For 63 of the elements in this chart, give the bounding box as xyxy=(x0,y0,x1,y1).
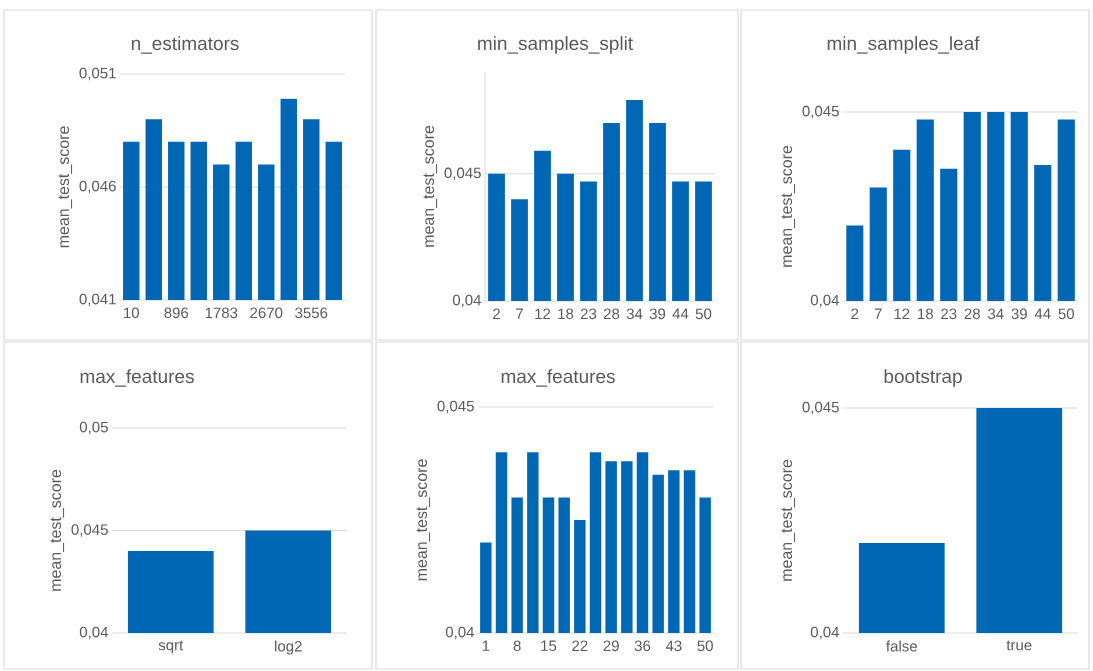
y-tick-label: 0,045 xyxy=(802,105,839,119)
chart-title: n_estimators xyxy=(131,36,239,54)
x-tick-label: 39 xyxy=(649,308,666,320)
y-tick-label: 0,045 xyxy=(71,524,108,537)
x-tick-label: 28 xyxy=(603,308,620,320)
x-tick-label: 1783 xyxy=(205,307,238,319)
y-axis-title: mean_test_score xyxy=(423,125,438,247)
x-tick-label: 1 xyxy=(482,640,490,651)
x-tick-label: 7 xyxy=(516,308,523,319)
y-tick-label: 0,04 xyxy=(452,294,482,308)
x-tick-label: 34 xyxy=(626,308,643,320)
y-axis-title: mean_test_score xyxy=(781,145,796,267)
x-tick-label: 18 xyxy=(558,308,574,320)
chart-title: bootstrap xyxy=(884,369,962,387)
y-tick-label: 0,045 xyxy=(444,167,481,180)
chart-title: max_features xyxy=(501,369,615,387)
x-tick-label: 44 xyxy=(672,308,689,319)
y-tick-label: 0,045 xyxy=(437,400,474,414)
x-tick-label: 50 xyxy=(695,308,712,320)
x-tick-label: 18 xyxy=(918,308,933,320)
x-tick-label: 12 xyxy=(535,308,551,319)
x-tick-label: 36 xyxy=(634,640,651,652)
x-tick-label: 23 xyxy=(941,308,957,320)
y-tick-label: 0,045 xyxy=(802,401,839,415)
y-tick-label: 0,04 xyxy=(79,626,109,640)
x-tick-label: sqrt xyxy=(158,640,184,654)
y-axis-title: mean_test_score xyxy=(781,459,796,581)
x-tick-label: 2670 xyxy=(250,307,283,319)
y-tick-label: 0,051 xyxy=(79,67,116,81)
y-axis-title: mean_test_score xyxy=(416,459,431,581)
chart-title: max_features xyxy=(80,369,194,387)
x-tick-label: 44 xyxy=(1034,308,1051,319)
chart-title: min_samples_leaf xyxy=(827,36,980,54)
x-tick-label: 23 xyxy=(580,308,597,320)
x-tick-label: 2 xyxy=(493,308,500,319)
x-tick-label: 50 xyxy=(1058,308,1074,320)
y-tick-label: 0,04 xyxy=(810,294,840,308)
x-tick-label: 22 xyxy=(572,640,588,651)
x-tick-label: 10 xyxy=(124,307,139,319)
x-tick-label: true xyxy=(1006,640,1032,651)
y-axis-title: mean_test_score xyxy=(50,469,65,591)
y-tick-label: 0,04 xyxy=(810,626,840,640)
x-tick-label: 34 xyxy=(987,308,1004,320)
x-tick-label: 43 xyxy=(665,640,682,652)
y-tick-label: 0,041 xyxy=(79,293,116,307)
x-tick-label: 896 xyxy=(164,307,189,319)
x-tick-label: 2 xyxy=(851,308,859,319)
x-tick-label: 7 xyxy=(874,308,882,319)
y-tick-label: 0,046 xyxy=(79,180,116,194)
x-tick-label: 28 xyxy=(964,308,980,320)
y-tick-label: 0,04 xyxy=(445,626,475,640)
x-tick-label: 15 xyxy=(541,640,557,651)
x-tick-label: 50 xyxy=(697,640,713,652)
x-tick-label: 8 xyxy=(513,640,521,652)
x-tick-label: 29 xyxy=(603,640,619,652)
x-tick-label: 12 xyxy=(894,308,910,319)
chart-title: min_samples_split xyxy=(478,36,633,54)
y-tick-label: 0,05 xyxy=(79,421,108,435)
x-tick-label: log2 xyxy=(275,640,302,655)
x-tick-label: 39 xyxy=(1011,308,1027,320)
x-tick-label: 3556 xyxy=(295,307,328,319)
x-tick-label: false xyxy=(886,640,917,652)
y-axis-title: mean_test_score xyxy=(58,126,73,248)
